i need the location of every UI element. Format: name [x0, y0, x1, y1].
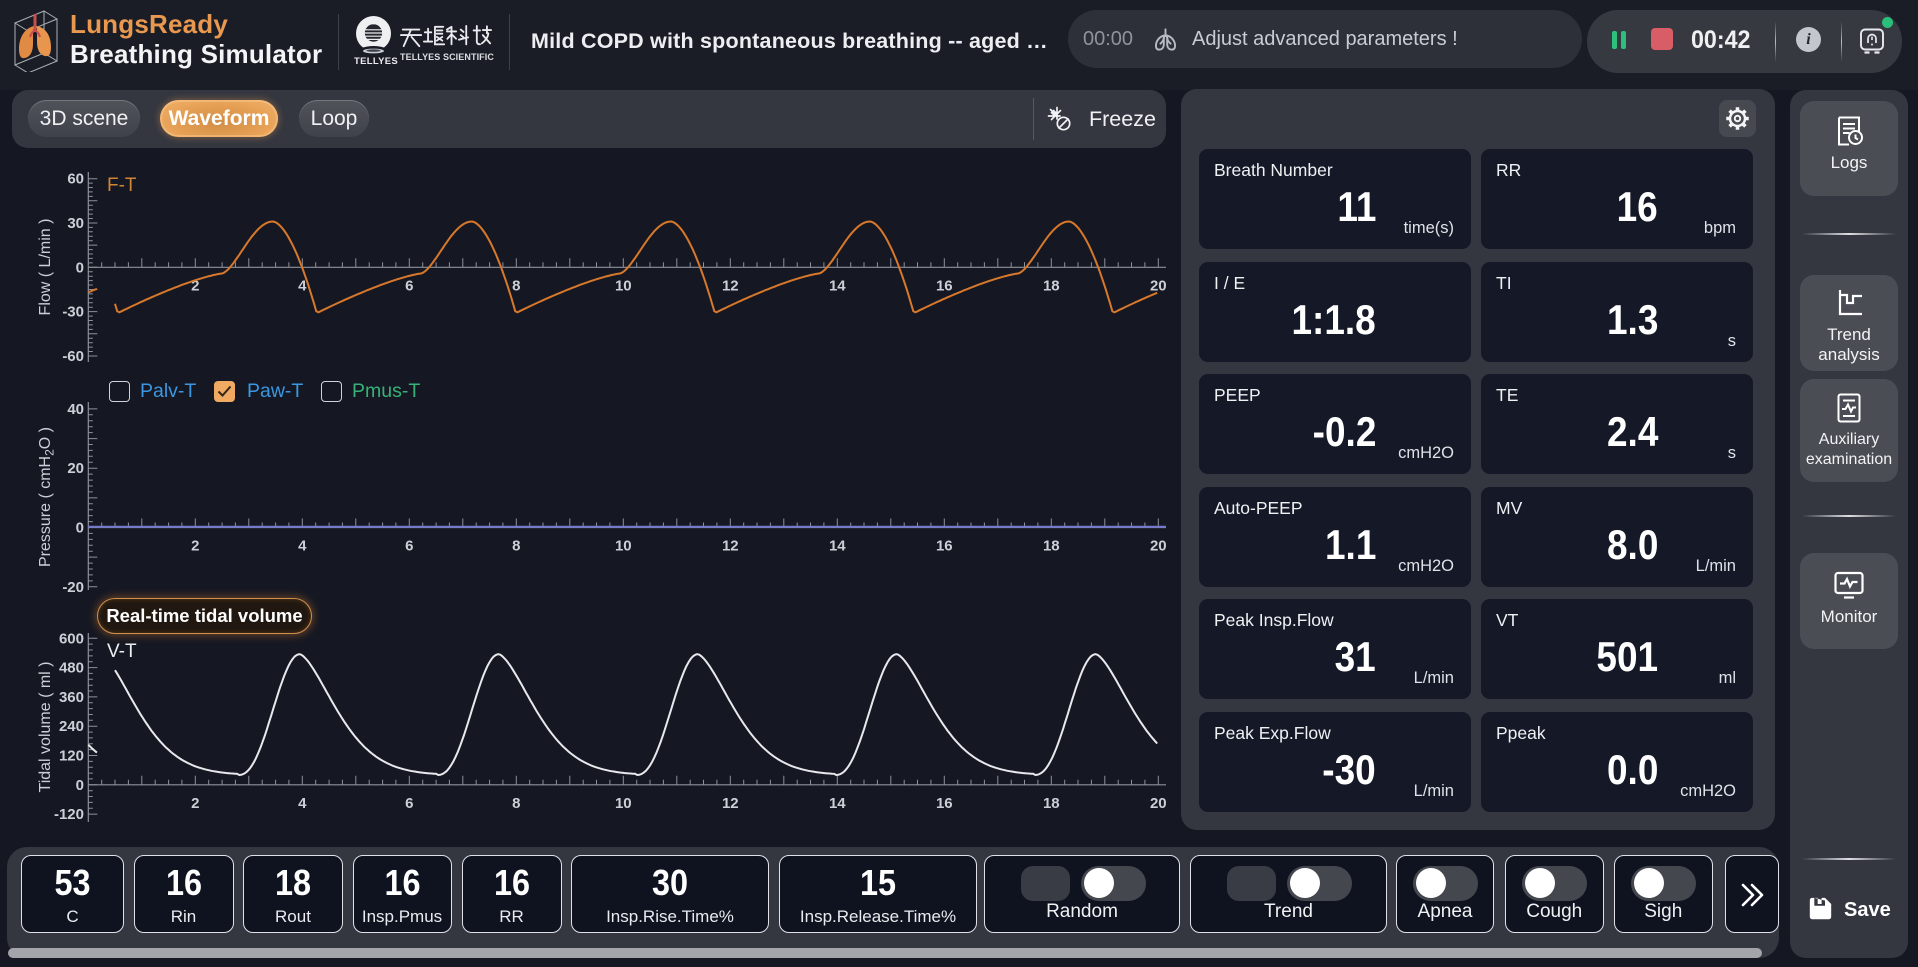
svg-text:60: 60	[67, 171, 84, 188]
svg-text:Tidal volume ( ml ): Tidal volume ( ml )	[37, 662, 54, 793]
svg-text:20: 20	[1150, 795, 1167, 812]
svg-text:0: 0	[76, 259, 84, 276]
svg-text:0: 0	[76, 520, 84, 537]
svg-text:8: 8	[512, 277, 520, 294]
svg-text:20: 20	[67, 460, 84, 477]
svg-text:Flow ( L/min ): Flow ( L/min )	[37, 219, 54, 316]
svg-text:40: 40	[67, 401, 84, 418]
svg-text:6: 6	[405, 538, 413, 555]
svg-text:30: 30	[67, 215, 84, 232]
svg-text:-20: -20	[62, 579, 84, 596]
svg-text:16: 16	[936, 277, 953, 294]
svg-text:14: 14	[829, 538, 846, 555]
svg-text:-60: -60	[62, 348, 84, 365]
svg-text:4: 4	[298, 277, 307, 294]
svg-text:-30: -30	[62, 304, 84, 321]
svg-text:6: 6	[405, 795, 413, 812]
svg-text:4: 4	[298, 538, 307, 555]
svg-text:2: 2	[191, 795, 199, 812]
svg-text:8: 8	[512, 538, 520, 555]
svg-text:-120: -120	[54, 806, 84, 823]
svg-text:20: 20	[1150, 277, 1167, 294]
svg-text:600: 600	[59, 630, 84, 647]
svg-text:18: 18	[1043, 538, 1060, 555]
svg-text:14: 14	[829, 277, 846, 294]
svg-text:V-T: V-T	[107, 641, 137, 662]
svg-text:Pressure ( cmH2O ): Pressure ( cmH2O )	[37, 427, 57, 567]
svg-text:240: 240	[59, 718, 84, 735]
svg-text:12: 12	[722, 277, 739, 294]
svg-text:20: 20	[1150, 538, 1167, 555]
svg-text:18: 18	[1043, 795, 1060, 812]
svg-text:360: 360	[59, 689, 84, 706]
svg-text:12: 12	[722, 538, 739, 555]
svg-text:480: 480	[59, 660, 84, 677]
svg-text:2: 2	[191, 538, 199, 555]
svg-text:14: 14	[829, 795, 846, 812]
svg-text:10: 10	[615, 795, 632, 812]
svg-text:4: 4	[298, 795, 307, 812]
svg-text:F-T: F-T	[107, 175, 137, 196]
svg-text:120: 120	[59, 748, 84, 765]
svg-text:16: 16	[936, 795, 953, 812]
svg-text:8: 8	[512, 795, 520, 812]
svg-text:12: 12	[722, 795, 739, 812]
svg-text:0: 0	[76, 777, 84, 794]
svg-text:18: 18	[1043, 277, 1060, 294]
svg-text:10: 10	[615, 277, 632, 294]
svg-text:6: 6	[405, 277, 413, 294]
svg-text:16: 16	[936, 538, 953, 555]
svg-text:10: 10	[615, 538, 632, 555]
svg-text:2: 2	[191, 277, 199, 294]
